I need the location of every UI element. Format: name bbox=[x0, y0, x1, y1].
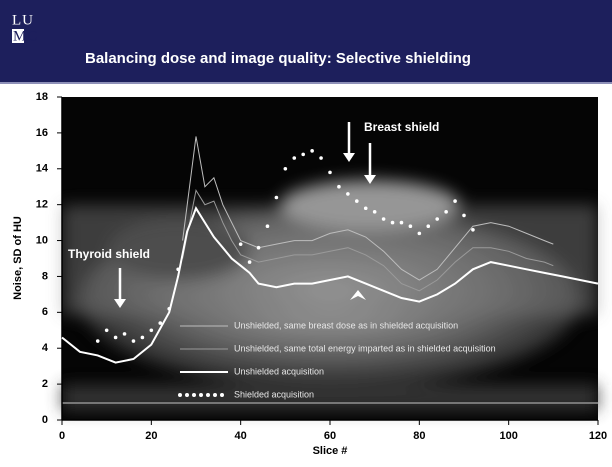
data-dot bbox=[257, 246, 261, 250]
legend-dot bbox=[199, 393, 203, 397]
data-dot bbox=[158, 321, 162, 325]
data-dot bbox=[310, 149, 314, 153]
page: LU MC Balancing dose and image quality: … bbox=[0, 0, 612, 462]
data-dot bbox=[284, 167, 288, 171]
y-tick-label: 14 bbox=[36, 163, 49, 175]
data-dot bbox=[426, 224, 430, 228]
header-band bbox=[0, 0, 612, 82]
data-dot bbox=[292, 156, 296, 160]
data-dot bbox=[373, 210, 377, 214]
data-dot bbox=[391, 221, 395, 225]
data-dot bbox=[105, 328, 109, 332]
x-tick-label: 0 bbox=[59, 430, 65, 442]
annotation: Breast shield bbox=[364, 120, 439, 134]
data-dot bbox=[364, 206, 368, 210]
legend-label: Unshielded, same total energy imparted a… bbox=[234, 343, 496, 353]
data-dot bbox=[435, 217, 439, 221]
data-dot bbox=[418, 232, 422, 236]
x-tick-label: 40 bbox=[235, 430, 247, 442]
slide-title: Balancing dose and image quality: Select… bbox=[85, 50, 471, 67]
legend-label: Unshielded acquisition bbox=[234, 366, 324, 376]
x-tick-label: 80 bbox=[413, 430, 425, 442]
data-dot bbox=[337, 185, 341, 189]
y-tick-label: 6 bbox=[42, 306, 48, 318]
y-axis-title: Noise, SD of HU bbox=[12, 216, 24, 300]
header-rule bbox=[0, 82, 612, 84]
legend-dot bbox=[178, 393, 182, 397]
y-tick-label: 16 bbox=[36, 127, 48, 139]
data-dot bbox=[462, 214, 466, 218]
data-dot bbox=[239, 242, 243, 246]
table-band bbox=[62, 402, 598, 404]
data-dot bbox=[382, 217, 386, 221]
y-tick-label: 2 bbox=[42, 378, 48, 390]
data-dot bbox=[453, 199, 457, 203]
data-dot bbox=[96, 339, 100, 343]
slide: LU MC Balancing dose and image quality: … bbox=[0, 0, 612, 462]
logo-top: LU bbox=[12, 12, 34, 28]
data-dot bbox=[141, 336, 145, 340]
data-dot bbox=[176, 267, 180, 271]
data-dot bbox=[328, 171, 332, 175]
data-dot bbox=[266, 224, 270, 228]
legend-dot bbox=[192, 393, 196, 397]
data-dot bbox=[409, 224, 413, 228]
x-tick-label: 100 bbox=[499, 430, 517, 442]
x-tick-label: 20 bbox=[145, 430, 157, 442]
y-tick-label: 0 bbox=[42, 414, 48, 426]
data-dot bbox=[471, 228, 475, 232]
legend-dot bbox=[220, 393, 224, 397]
legend-label: Unshielded, same breast dose as in shiel… bbox=[234, 320, 458, 330]
y-tick-label: 12 bbox=[36, 199, 48, 211]
data-dot bbox=[167, 307, 171, 311]
data-dot bbox=[132, 339, 136, 343]
legend-dot bbox=[213, 393, 217, 397]
data-dot bbox=[444, 210, 448, 214]
data-dot bbox=[400, 221, 404, 225]
annotation: Thyroid shield bbox=[68, 247, 150, 261]
x-tick-label: 60 bbox=[324, 430, 336, 442]
data-dot bbox=[150, 328, 154, 332]
data-dot bbox=[346, 192, 350, 196]
legend-dot bbox=[185, 393, 189, 397]
data-dot bbox=[301, 153, 305, 157]
data-dot bbox=[114, 336, 118, 340]
legend-label: Shielded acquisition bbox=[234, 389, 314, 399]
data-dot bbox=[355, 199, 359, 203]
y-tick-label: 10 bbox=[36, 234, 48, 246]
data-dot bbox=[248, 260, 252, 264]
x-tick-label: 120 bbox=[589, 430, 607, 442]
data-dot bbox=[319, 156, 323, 160]
x-axis-title: Slice # bbox=[313, 445, 348, 457]
data-dot bbox=[275, 196, 279, 200]
y-tick-label: 8 bbox=[42, 270, 48, 282]
y-tick-label: 4 bbox=[42, 342, 49, 354]
legend-dot bbox=[206, 393, 210, 397]
y-tick-label: 18 bbox=[36, 91, 48, 103]
data-dot bbox=[123, 332, 127, 336]
logo-bottom: MC bbox=[13, 28, 38, 44]
